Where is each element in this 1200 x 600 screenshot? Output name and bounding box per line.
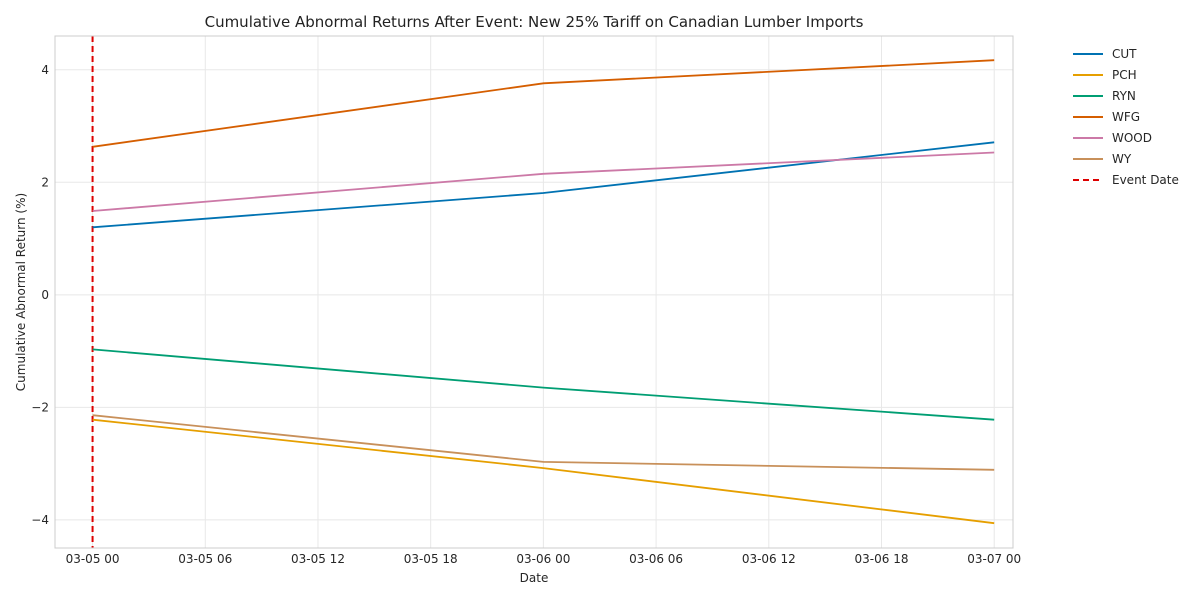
chart-title: Cumulative Abnormal Returns After Event:… [205, 13, 864, 31]
plot-frame [54, 35, 1014, 549]
series-line-wy [92, 414, 995, 471]
series-line-wfg [92, 59, 995, 148]
x-tick-labels: 03-05 00 03-05 06 03-05 12 03-05 18 03-06 00… [66, 552, 1022, 566]
legend-label: WFG [1112, 110, 1140, 124]
y-axis-label: Cumulative Abnormal Return (%) [14, 193, 28, 391]
x-tick-label: 03-06 12 [742, 552, 796, 566]
y-tick-label: −4 [31, 513, 49, 527]
grid [55, 36, 1013, 548]
y-tick-labels: −4 −2 0 2 4 [31, 63, 49, 527]
x-axis-label: Date [520, 571, 549, 585]
y-tick-label: 4 [41, 63, 49, 77]
legend-label: WOOD [1112, 131, 1152, 145]
legend-label: RYN [1112, 89, 1136, 103]
x-tick-label: 03-06 18 [855, 552, 909, 566]
y-tick-label: −2 [31, 400, 49, 414]
legend: CUT PCH RYN WFG WOOD WY Event Date [1073, 47, 1179, 187]
y-tick-label: 0 [41, 288, 49, 302]
legend-label: WY [1112, 152, 1132, 166]
series-line-ryn [92, 348, 995, 421]
x-tick-label: 03-05 06 [178, 552, 232, 566]
y-tick-label: 2 [41, 175, 49, 189]
x-tick-label: 03-06 06 [629, 552, 683, 566]
series-line-wood [92, 151, 995, 212]
x-tick-label: 03-06 00 [516, 552, 570, 566]
x-tick-label: 03-05 00 [66, 552, 120, 566]
series-layer [92, 59, 995, 525]
x-tick-label: 03-05 18 [404, 552, 458, 566]
series-line-pch [92, 418, 995, 525]
x-tick-label: 03-05 12 [291, 552, 345, 566]
x-tick-label: 03-07 00 [967, 552, 1021, 566]
legend-label: PCH [1112, 68, 1137, 82]
legend-label: CUT [1112, 47, 1137, 61]
legend-label-event: Event Date [1112, 173, 1179, 187]
